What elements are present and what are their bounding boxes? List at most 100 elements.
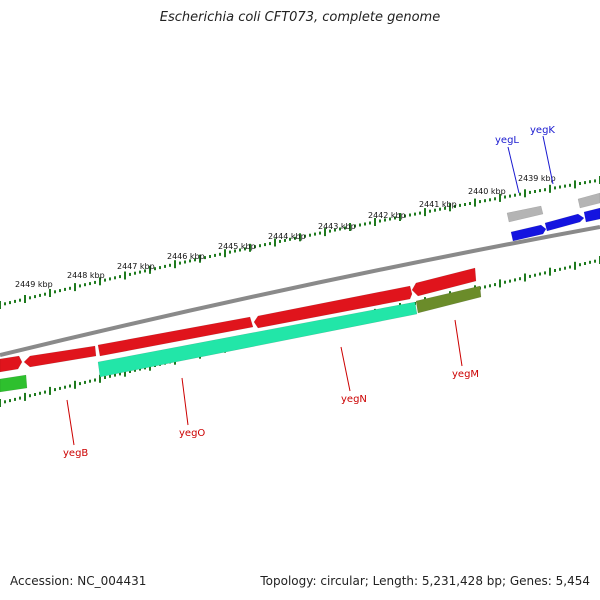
ruler-labels: 2449 kbp 2448 kbp 2447 kbp 2446 kbp 2445 kbp…	[15, 174, 556, 289]
minor-tick	[144, 269, 146, 273]
minor-tick	[454, 204, 456, 208]
minor-tick	[494, 283, 496, 287]
minor-tick	[64, 287, 66, 291]
major-tick	[574, 261, 576, 270]
minor-tick	[589, 260, 591, 264]
minor-tick	[54, 290, 56, 294]
olive-gene-feature	[415, 285, 482, 314]
major-tick	[424, 208, 426, 217]
minor-tick	[4, 400, 6, 404]
minor-tick	[359, 223, 361, 227]
minor-tick	[344, 226, 346, 230]
minor-tick	[544, 188, 546, 192]
minor-tick	[139, 270, 141, 274]
gene-leaders	[66, 135, 554, 446]
gray-gene-feature	[577, 192, 600, 209]
leader-yegB	[66, 399, 75, 446]
minor-tick	[589, 180, 591, 184]
minor-tick	[284, 238, 286, 242]
minor-tick	[114, 373, 116, 377]
minor-tick	[89, 379, 91, 383]
minor-tick	[79, 284, 81, 288]
minor-tick	[179, 261, 181, 265]
major-tick	[0, 399, 1, 407]
minor-tick	[134, 271, 136, 275]
major-tick	[99, 277, 101, 286]
minor-tick	[364, 222, 366, 226]
major-tick	[24, 392, 26, 401]
minor-tick	[129, 272, 131, 276]
minor-tick	[9, 399, 11, 403]
minor-tick	[509, 194, 511, 198]
ruler-label: 2447 kbp	[117, 262, 155, 271]
minor-tick	[29, 296, 31, 300]
ruler-label: 2439 kbp	[518, 174, 556, 183]
major-tick	[0, 301, 1, 309]
minor-tick	[34, 295, 36, 299]
minor-tick	[84, 283, 86, 287]
minor-tick	[259, 244, 261, 248]
minor-tick	[119, 275, 121, 279]
minor-tick	[379, 219, 381, 223]
minor-tick	[204, 256, 206, 260]
minor-tick	[444, 206, 446, 210]
major-tick	[474, 198, 476, 207]
minor-tick	[519, 192, 521, 196]
minor-tick	[169, 263, 171, 267]
accession-text: Accession: NC_004431	[10, 574, 147, 588]
major-tick	[99, 374, 101, 383]
major-tick	[199, 254, 201, 263]
gene-label-yegB: yegB	[63, 448, 88, 459]
minor-tick	[314, 232, 316, 236]
minor-tick	[39, 391, 41, 395]
minor-tick	[394, 216, 396, 220]
leader-yegL	[507, 146, 520, 194]
minor-tick	[559, 267, 561, 271]
minor-tick	[579, 263, 581, 267]
minor-tick	[59, 386, 61, 390]
major-tick	[24, 295, 26, 303]
minor-tick	[184, 260, 186, 264]
forward-gene-feature	[0, 355, 23, 373]
gene-label-yegL: yegL	[495, 135, 519, 146]
major-tick	[549, 184, 551, 193]
minor-tick	[234, 249, 236, 253]
major-tick	[224, 249, 226, 258]
major-tick	[149, 265, 151, 274]
minor-tick	[69, 286, 71, 290]
minor-tick	[154, 267, 156, 271]
major-tick	[549, 267, 551, 276]
minor-tick	[559, 185, 561, 189]
minor-tick	[389, 217, 391, 221]
minor-tick	[469, 202, 471, 205]
major-tick	[249, 243, 251, 252]
minor-tick	[594, 259, 596, 263]
minor-tick	[44, 292, 46, 296]
minor-tick	[419, 211, 421, 215]
minor-tick	[34, 393, 36, 396]
major-tick	[524, 273, 526, 282]
minor-tick	[134, 368, 136, 372]
minor-tick	[264, 243, 266, 247]
gene-label-yegO: yegO	[179, 428, 205, 439]
major-tick	[499, 193, 501, 202]
minor-tick	[309, 233, 311, 237]
minor-tick	[14, 397, 16, 401]
ruler-label: 2444 kbp	[268, 232, 306, 241]
major-tick	[449, 203, 451, 212]
minor-tick	[164, 264, 166, 268]
minor-tick	[539, 189, 541, 193]
minor-tick	[539, 272, 541, 276]
minor-tick	[254, 245, 256, 249]
minor-tick	[534, 273, 536, 277]
minor-tick	[59, 289, 61, 293]
minor-tick	[229, 250, 231, 254]
minor-tick	[79, 382, 81, 386]
minor-tick	[129, 370, 131, 373]
minor-tick	[579, 182, 581, 185]
major-tick	[74, 283, 76, 292]
reverse-gene-feature	[97, 301, 418, 378]
major-tick	[124, 271, 126, 280]
major-tick	[274, 238, 276, 247]
leader-yegK	[542, 135, 554, 185]
